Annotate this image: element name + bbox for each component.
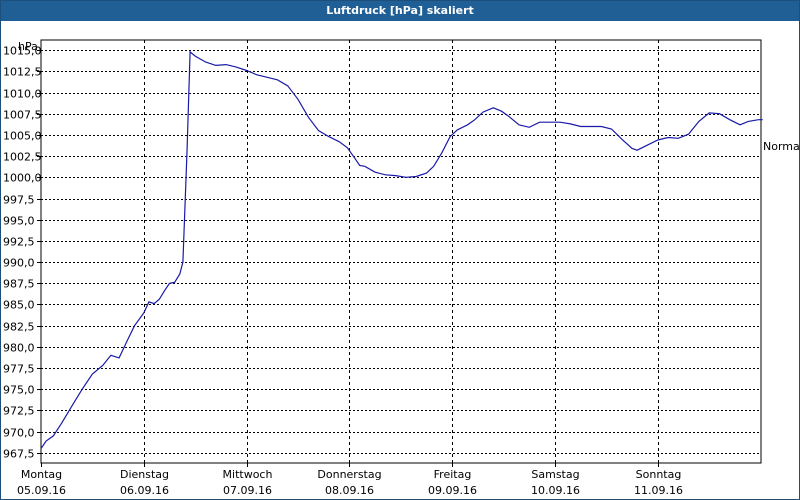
x-tick-date: 05.09.16 <box>17 484 66 497</box>
y-tick-label: 982,5 <box>3 321 35 334</box>
y-tick-label: 972,5 <box>3 405 35 418</box>
y-tick-label: 1002,5 <box>3 151 42 164</box>
y-tick-label: 1000,0 <box>3 172 42 185</box>
y-tick-label: 977,5 <box>3 363 35 376</box>
y-tick-label: 1005,0 <box>3 130 42 143</box>
x-tick-date: 08.09.16 <box>325 484 374 497</box>
pressure-line <box>40 50 763 449</box>
y-tick-label: 985,0 <box>3 299 35 312</box>
x-tick-date: 10.09.16 <box>531 484 580 497</box>
plot-frame <box>40 39 762 464</box>
y-tick-label: 987,5 <box>3 278 35 291</box>
y-tick-label: 1015,0 <box>3 45 42 58</box>
x-tick-date: 11.09.16 <box>634 484 683 497</box>
x-tick-date: 06.09.16 <box>120 484 169 497</box>
x-tick-date: 09.09.16 <box>428 484 477 497</box>
y-tick-label: 1012,5 <box>3 66 42 79</box>
y-tick-label: 1007,5 <box>3 109 42 122</box>
y-tick-label: 990,0 <box>3 257 35 270</box>
y-tick-label: 995,0 <box>3 215 35 228</box>
y-axis-unit: hPa <box>18 40 38 53</box>
y-tick-label: 975,0 <box>3 384 35 397</box>
y-tick-label: 970,0 <box>3 427 35 440</box>
x-tick-day: Samstag <box>531 468 579 481</box>
y-tick-label: 992,5 <box>3 236 35 249</box>
y-tick-label: 1010,0 <box>3 88 42 101</box>
x-tick-date: 07.09.16 <box>223 484 272 497</box>
x-tick-day: Montag <box>21 468 62 481</box>
window-title: Luftdruck [hPa] skaliert <box>1 1 799 21</box>
x-tick-day: Mittwoch <box>223 468 273 481</box>
x-tick-day: Sonntag <box>636 468 682 481</box>
y-tick-label: 967,5 <box>3 448 35 461</box>
y-tick-label: 997,5 <box>3 194 35 207</box>
series-label: Normal <box>763 140 800 153</box>
x-tick-day: Freitag <box>434 468 472 481</box>
y-tick-label: 980,0 <box>3 342 35 355</box>
x-tick-day: Donnerstag <box>317 468 381 481</box>
x-tick-day: Dienstag <box>120 468 169 481</box>
